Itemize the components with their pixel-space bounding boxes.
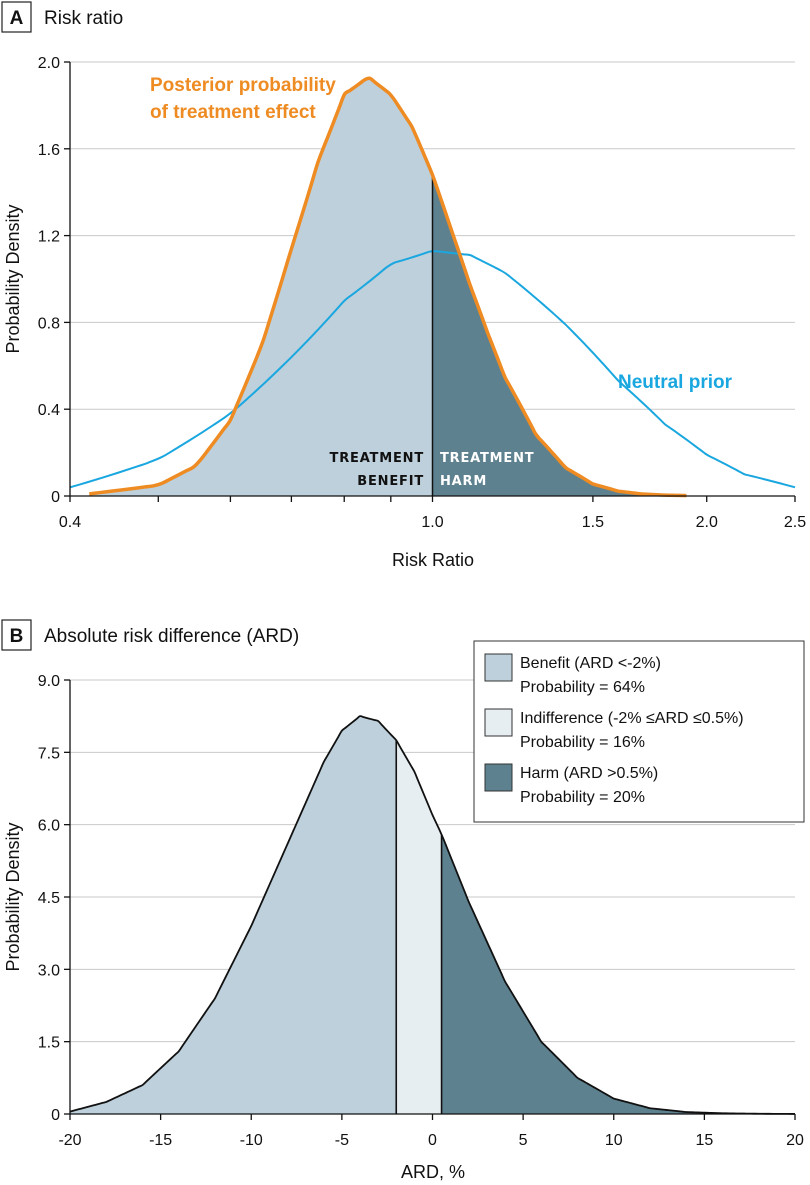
panel-b-label: B — [10, 626, 24, 647]
panel-a-x-tick-label: 0.4 — [59, 514, 81, 531]
panel-a-x-tick-label: 2.0 — [696, 514, 718, 531]
posterior-curve — [89, 76, 687, 498]
panel-b-y-tick-label: 9.0 — [38, 673, 60, 690]
panel-a-area-fills — [89, 78, 687, 497]
panel-a-y-axis-label: Probability Density — [3, 204, 23, 353]
harm-area — [432, 174, 687, 496]
panel-b-x-tick-label: -5 — [335, 1132, 349, 1149]
treatment-benefit-label-line-1: TREATMENT — [330, 451, 424, 466]
panel-a-x-tick-label: 1.5 — [582, 514, 604, 531]
panel-b-y-tick-label: 1.5 — [38, 1035, 60, 1052]
panel-b-x-tick-label: 5 — [519, 1132, 528, 1149]
panel-a-label-box — [1, 1, 32, 33]
panel-a-x-axis-label: Risk Ratio — [392, 550, 474, 570]
panel-a-y-tick-label: 1.2 — [38, 229, 60, 246]
panel-b-x-tick-label: 20 — [786, 1132, 804, 1149]
indifference-area — [396, 740, 442, 1114]
panel-b-x-tick-label: -10 — [240, 1132, 263, 1149]
panel-a-y-tick-label: 2.0 — [38, 55, 60, 72]
panel-a-x-tick-labels: 0.4 1.0 1.5 2.0 2.5 — [59, 514, 806, 531]
harm-area — [441, 834, 795, 1114]
legend-benefit-probability: Probability = 64% — [520, 679, 645, 696]
posterior-label-line-1: Posterior probability — [150, 75, 336, 96]
benefit-area — [70, 716, 397, 1114]
posterior-label-line-2: of treatment effect — [150, 102, 316, 123]
legend-benefit-label: Benefit (ARD <-2%) — [520, 655, 661, 672]
panel-a-y-tick-label: 0.4 — [38, 402, 60, 419]
legend-indifference-label: Indifference (-2% ≤ARD ≤0.5%) — [520, 710, 744, 727]
ard-density-curve — [69, 715, 796, 1115]
panel-b-x-tick-label: -15 — [149, 1132, 172, 1149]
panel-b-x-axis-label: ARD, % — [401, 1162, 465, 1182]
panel-b-y-tick-labels: 0 1.5 3.0 4.5 6.0 7.5 9.0 — [38, 673, 60, 1124]
panel-a: A Risk ratio 0 0.4 0.8 1.2 1.6 2.0 0.4 1.0 1.5 2… — [1, 1, 806, 570]
panel-b-y-tick-label: 3.0 — [38, 962, 60, 979]
panel-b: B Absolute risk difference (ARD) 0 1.5 3.0… — [1, 619, 805, 1182]
panel-b-y-tick-label: 4.5 — [38, 890, 60, 907]
legend-indifference-probability: Probability = 16% — [520, 734, 645, 751]
neutral-prior-curve — [69, 250, 796, 489]
panel-a-y-tick-labels: 0 0.4 0.8 1.2 1.6 2.0 — [38, 55, 60, 506]
panel-a-x-tick-label: 2.5 — [784, 514, 806, 531]
panel-b-x-tick-label: -20 — [58, 1132, 81, 1149]
panel-b-x-tick-label: 0 — [428, 1132, 437, 1149]
panel-b-curve — [69, 715, 796, 1115]
panel-b-y-axis-label: Probability Density — [3, 822, 23, 971]
panel-b-title: Absolute risk difference (ARD) — [44, 626, 299, 647]
panel-a-axes — [64, 61, 796, 502]
panel-a-label: A — [10, 8, 24, 29]
treatment-benefit-label-line-2: BENEFIT — [357, 474, 424, 489]
panel-a-title: Risk ratio — [44, 8, 123, 29]
legend-swatch-benefit — [484, 653, 513, 682]
panel-b-x-tick-label: 15 — [695, 1132, 713, 1149]
legend-harm-label: Harm (ARD >0.5%) — [520, 765, 658, 782]
treatment-harm-label-line-2: HARM — [440, 474, 487, 489]
benefit-area — [89, 78, 433, 497]
panel-a-y-tick-label: 0 — [51, 489, 60, 506]
legend-swatch-harm — [484, 763, 513, 792]
treatment-harm-label-line-1: TREATMENT — [440, 451, 534, 466]
panel-b-x-tick-labels: -20 -15 -10 -5 0 5 10 15 20 — [58, 1132, 804, 1149]
panel-b-area-fills — [70, 716, 795, 1114]
panel-b-legend: Benefit (ARD <-2%) Probability = 64% Ind… — [473, 640, 805, 823]
legend-frame — [473, 640, 805, 823]
panel-b-axes — [64, 679, 796, 1120]
panel-a-y-tick-label: 0.8 — [38, 315, 60, 332]
panel-b-y-tick-label: 0 — [51, 1107, 60, 1124]
neutral-prior-label: Neutral prior — [618, 372, 733, 393]
panel-b-label-box — [1, 619, 32, 651]
panel-b-y-tick-label: 7.5 — [38, 745, 60, 762]
panel-a-curves — [69, 76, 796, 498]
panel-b-x-tick-label: 10 — [605, 1132, 623, 1149]
panel-a-y-tick-label: 1.6 — [38, 142, 60, 159]
legend-swatch-indifference — [484, 708, 513, 737]
legend-harm-probability: Probability = 20% — [520, 789, 645, 806]
panel-a-x-tick-label: 1.0 — [421, 514, 443, 531]
panel-b-y-tick-label: 6.0 — [38, 818, 60, 835]
